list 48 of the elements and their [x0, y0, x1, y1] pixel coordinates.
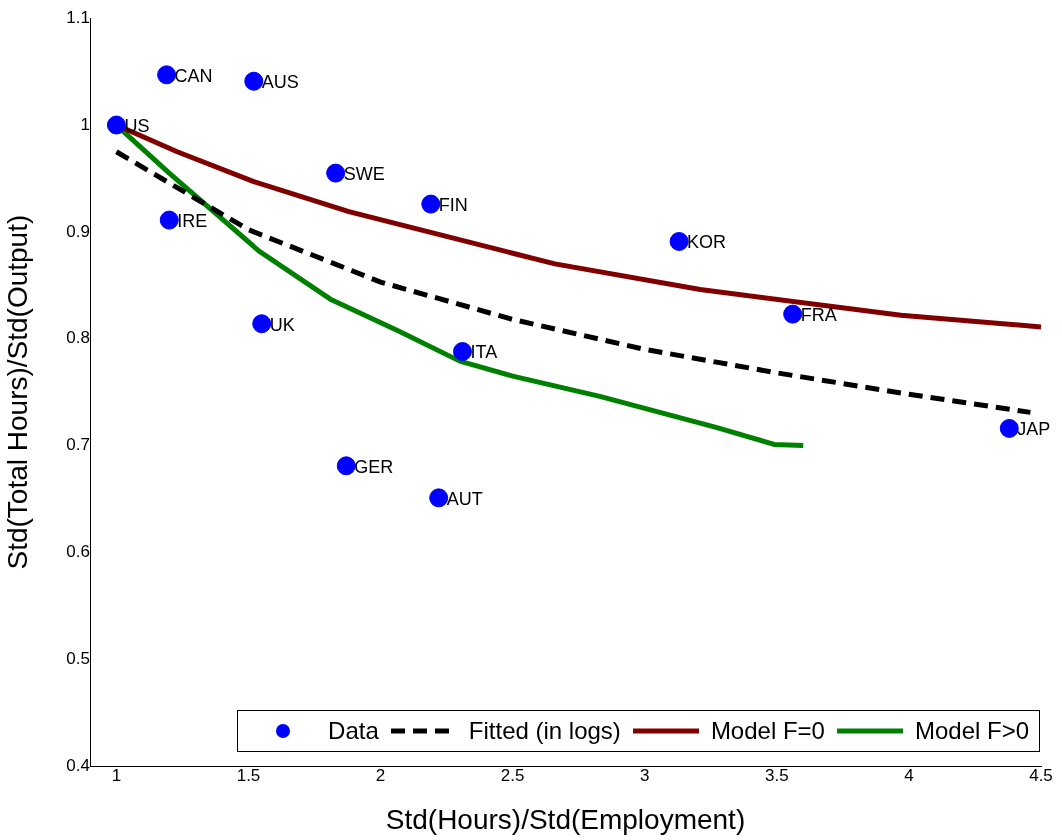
point	[106, 115, 126, 135]
legend-label: Data	[328, 717, 379, 745]
annotation: AUS	[261, 72, 299, 93]
x-axis-title: Std(Hours)/Std(Employment)	[385, 803, 746, 835]
legend-label: Fitted (in logs)	[468, 717, 621, 745]
y-tick-label: 0.4	[66, 755, 90, 775]
annotation: UK	[269, 314, 295, 335]
point	[783, 304, 803, 324]
annotation: IRE	[177, 211, 208, 232]
legend-label: Model F>0	[914, 717, 1029, 745]
y-tick-label: 0.7	[66, 435, 90, 455]
y-tick-label: 0.8	[66, 328, 90, 348]
point	[421, 194, 441, 214]
point	[429, 488, 449, 508]
point	[669, 231, 689, 251]
x-tick-label: 2	[375, 765, 386, 785]
y-tick-label: 0.6	[66, 542, 90, 562]
annotation: JAP	[1017, 419, 1051, 440]
x-tick-label: 4.5	[1029, 765, 1053, 785]
point	[159, 210, 179, 230]
annotation: FRA	[800, 305, 837, 326]
point	[999, 418, 1019, 438]
annotation: GER	[354, 456, 394, 477]
x-tick-label: 3.5	[765, 765, 789, 785]
annotation: ITA	[470, 342, 498, 363]
x-tick-label: 1.5	[236, 765, 261, 785]
x-tick-label: 2.5	[500, 765, 525, 785]
y-tick-label: 1.1	[66, 7, 90, 27]
annotation: SWE	[343, 164, 385, 185]
y-axis-title: Std(Total Hours)/Std(Output)	[1, 214, 33, 570]
point	[326, 163, 346, 183]
annotation: CAN	[174, 65, 213, 86]
y-tick-label: 1	[80, 114, 90, 134]
annotation: KOR	[687, 232, 727, 253]
point	[157, 65, 177, 85]
point	[336, 456, 356, 476]
annotation: AUT	[446, 488, 483, 509]
x-tick-label: 1	[111, 765, 122, 785]
y-tick-label: 0.5	[66, 648, 90, 668]
point	[252, 314, 272, 334]
annotation: US	[124, 116, 150, 136]
point	[244, 71, 264, 91]
legend-label: Model F=0	[710, 717, 825, 745]
x-tick-label: 4	[904, 765, 914, 785]
x-tick-label: 3	[640, 765, 650, 785]
y-tick-label: 0.9	[66, 221, 90, 241]
annotation: FIN	[438, 195, 468, 216]
point	[452, 342, 472, 362]
